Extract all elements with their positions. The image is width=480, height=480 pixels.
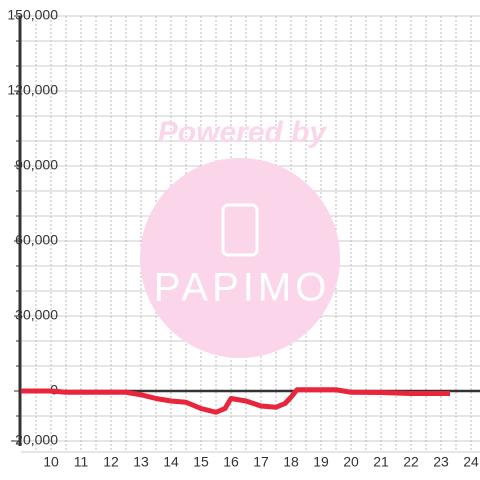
watermark-text: Powered by <box>158 116 328 149</box>
x-tick-label: 13 <box>133 454 149 470</box>
x-tick-label: 18 <box>283 454 299 470</box>
x-tick-label: 23 <box>433 454 449 470</box>
watermark-phone <box>221 203 259 257</box>
y-tick-label: -20,000 <box>11 432 59 448</box>
x-tick-label: 19 <box>313 454 329 470</box>
x-tick-label: 24 <box>463 454 479 470</box>
x-tick-label: 11 <box>74 454 89 470</box>
x-tick-label: 12 <box>103 454 119 470</box>
x-tick-label: 15 <box>193 454 209 470</box>
watermark-logo: PAPIMO <box>154 266 331 310</box>
y-tick-label: 120,000 <box>7 82 58 98</box>
x-tick-label: 21 <box>373 454 389 470</box>
x-tick-label: 14 <box>163 454 179 470</box>
x-tick-label: 22 <box>403 454 419 470</box>
watermark-circle <box>140 158 340 358</box>
y-tick-label: 30,000 <box>15 307 58 323</box>
x-tick-label: 16 <box>223 454 239 470</box>
series-line <box>21 387 450 415</box>
x-tick-label: 20 <box>343 454 359 470</box>
y-tick-label: 90,000 <box>15 157 58 173</box>
x-tick-label: 17 <box>253 454 269 470</box>
x-tick-label: 10 <box>43 454 59 470</box>
y-tick-label: 60,000 <box>15 232 58 248</box>
y-tick-label: 150,000 <box>7 7 58 23</box>
